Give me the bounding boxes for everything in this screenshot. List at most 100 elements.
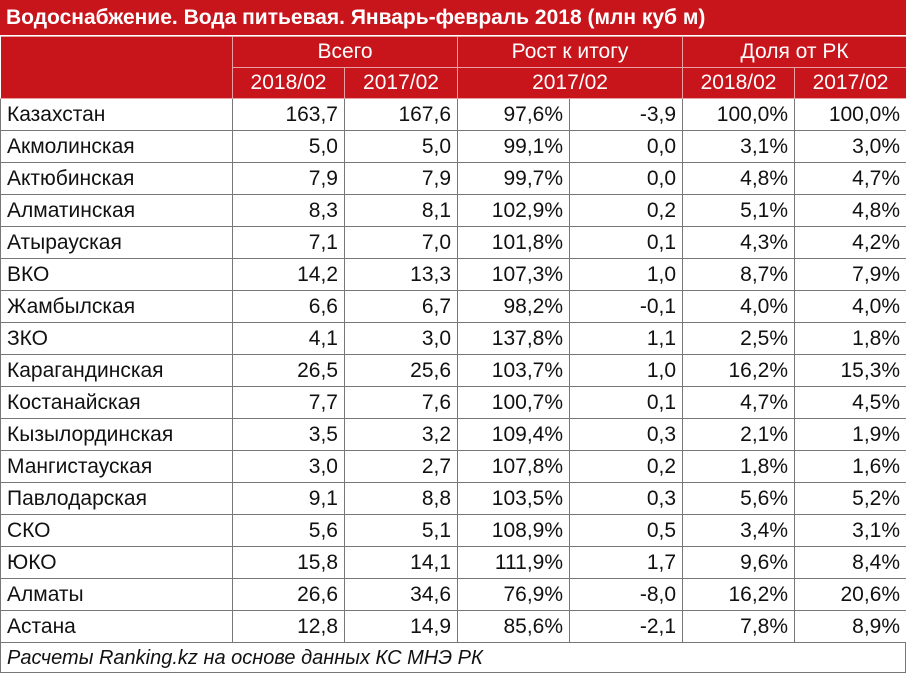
cell-growth-abs: 0,5 [569,514,684,547]
cell-growth-abs: 1,0 [569,354,684,387]
group-share-header: Доля от РК [682,36,906,68]
cell-share-2018: 4,3% [682,226,796,259]
table-row: Кызылординская 3,5 3,2 109,4% 0,3 2,1% 1,9% [0,418,906,451]
cell-total-2018: 5,6 [232,514,345,547]
cell-share-2017: 5,2% [794,482,906,515]
group-total-header: Всего [231,36,459,68]
table-row: Алматинская 8,3 8,1 102,9% 0,2 5,1% 4,8% [0,194,906,227]
cell-total-2017: 6,7 [343,290,459,323]
cell-growth-abs: -8,0 [569,578,684,611]
cell-growth-pct: 76,9% [457,578,571,611]
source-footnote: Расчеты Ranking.kz на основе данных КС М… [0,643,906,673]
table-row: ЗКО 4,1 3,0 137,8% 1,1 2,5% 1,8% [0,322,906,355]
cell-growth-abs: -0,1 [569,290,684,323]
table-row: Казахстан 163,7 167,6 97,6% -3,9 100,0% 100,0% [0,98,906,131]
cell-total-2018: 7,9 [232,162,345,195]
cell-region: СКО [0,514,233,547]
cell-total-2018: 6,6 [232,290,345,323]
cell-growth-pct: 98,2% [457,290,571,323]
table-row: Костанайская 7,7 7,6 100,7% 0,1 4,7% 4,5% [0,386,906,419]
header-subcol-row: 2018/02 2017/02 2017/02 2018/02 2017/02 [1,67,906,99]
cell-growth-abs: 0,1 [569,226,684,259]
cell-total-2018: 3,5 [232,418,345,451]
cell-total-2018: 7,1 [232,226,345,259]
cell-region: Алматы [0,578,233,611]
subcol-total-2018: 2018/02 [232,67,345,99]
cell-growth-pct: 109,4% [457,418,571,451]
cell-share-2018: 7,8% [682,610,796,643]
cell-region: ЮКО [0,546,233,579]
cell-growth-abs: 0,1 [569,386,684,419]
cell-total-2018: 26,5 [232,354,345,387]
cell-growth-pct: 107,3% [457,258,571,291]
table-body: Казахстан 163,7 167,6 97,6% -3,9 100,0% 100,0%… [0,98,906,643]
cell-region: ЗКО [0,322,233,355]
cell-share-2017: 4,2% [794,226,906,259]
cell-share-2018: 2,5% [682,322,796,355]
cell-growth-pct: 111,9% [457,546,571,579]
cell-share-2018: 3,1% [682,130,796,163]
header-group-row: Всего Рост к итогу Доля от РК [0,36,906,99]
cell-region: Мангистауская [0,450,233,483]
cell-region: Жамбылская [0,290,233,323]
table-row: СКО 5,6 5,1 108,9% 0,5 3,4% 3,1% [0,514,906,547]
cell-total-2017: 7,9 [343,162,459,195]
cell-total-2018: 14,2 [232,258,345,291]
cell-growth-pct: 99,1% [457,130,571,163]
cell-total-2017: 3,2 [343,418,459,451]
cell-share-2017: 4,8% [794,194,906,227]
cell-growth-pct: 97,6% [457,98,571,131]
cell-share-2018: 5,1% [682,194,796,227]
cell-growth-abs: 1,7 [569,546,684,579]
cell-growth-abs: -3,9 [569,98,684,131]
cell-growth-pct: 107,8% [457,450,571,483]
cell-growth-pct: 85,6% [457,610,571,643]
cell-region: Костанайская [0,386,233,419]
cell-growth-abs: -2,1 [569,610,684,643]
cell-growth-abs: 0,3 [569,418,684,451]
group-growth-header: Рост к итогу [457,36,684,68]
cell-share-2017: 8,9% [794,610,906,643]
cell-total-2017: 5,1 [343,514,459,547]
cell-share-2017: 20,6% [794,578,906,611]
cell-share-2018: 4,8% [682,162,796,195]
cell-region: Казахстан [0,98,233,131]
cell-total-2017: 34,6 [343,578,459,611]
cell-total-2018: 7,7 [232,386,345,419]
cell-total-2017: 13,3 [343,258,459,291]
cell-growth-pct: 101,8% [457,226,571,259]
table-row: Павлодарская 9,1 8,8 103,5% 0,3 5,6% 5,2% [0,482,906,515]
cell-total-2018: 8,3 [232,194,345,227]
table-row: Мангистауская 3,0 2,7 107,8% 0,2 1,8% 1,6% [0,450,906,483]
cell-share-2017: 4,5% [794,386,906,419]
cell-total-2017: 14,1 [343,546,459,579]
cell-growth-pct: 108,9% [457,514,571,547]
region-header [0,36,233,99]
cell-total-2017: 8,1 [343,194,459,227]
cell-growth-abs: 0,0 [569,130,684,163]
cell-growth-pct: 99,7% [457,162,571,195]
cell-share-2017: 8,4% [794,546,906,579]
cell-share-2017: 15,3% [794,354,906,387]
table-row: Актюбинская 7,9 7,9 99,7% 0,0 4,8% 4,7% [0,162,906,195]
cell-share-2018: 4,0% [682,290,796,323]
cell-share-2018: 1,8% [682,450,796,483]
cell-growth-abs: 0,3 [569,482,684,515]
cell-total-2017: 14,9 [343,610,459,643]
cell-total-2017: 8,8 [343,482,459,515]
cell-region: Астана [0,610,233,643]
table-row: ВКО 14,2 13,3 107,3% 1,0 8,7% 7,9% [0,258,906,291]
cell-region: Актюбинская [0,162,233,195]
cell-region: Павлодарская [0,482,233,515]
cell-share-2017: 1,8% [794,322,906,355]
cell-share-2018: 16,2% [682,354,796,387]
cell-growth-pct: 103,7% [457,354,571,387]
cell-share-2018: 3,4% [682,514,796,547]
cell-region: Акмолинская [0,130,233,163]
cell-total-2018: 5,0 [232,130,345,163]
cell-growth-pct: 100,7% [457,386,571,419]
cell-region: Алматинская [0,194,233,227]
cell-share-2017: 3,0% [794,130,906,163]
cell-total-2018: 3,0 [232,450,345,483]
